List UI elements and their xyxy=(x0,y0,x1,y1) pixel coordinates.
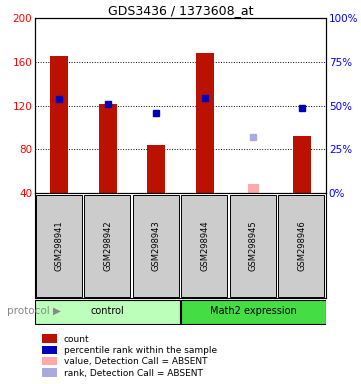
Text: percentile rank within the sample: percentile rank within the sample xyxy=(64,346,217,355)
Bar xyxy=(278,195,324,297)
Bar xyxy=(42,368,57,377)
Bar xyxy=(42,357,57,365)
Bar xyxy=(35,300,180,324)
Bar xyxy=(182,195,227,297)
Bar xyxy=(84,195,130,297)
Bar xyxy=(42,334,57,343)
Bar xyxy=(147,145,165,193)
Text: control: control xyxy=(91,306,125,316)
Text: rank, Detection Call = ABSENT: rank, Detection Call = ABSENT xyxy=(64,369,203,377)
Text: GSM298943: GSM298943 xyxy=(152,220,161,271)
Bar xyxy=(36,195,82,297)
Bar xyxy=(50,56,69,193)
Title: GDS3436 / 1373608_at: GDS3436 / 1373608_at xyxy=(108,4,253,17)
Bar xyxy=(181,300,326,324)
Bar xyxy=(99,104,117,193)
Text: GSM298941: GSM298941 xyxy=(55,220,64,271)
Bar xyxy=(42,346,57,354)
Bar xyxy=(133,195,179,297)
Text: count: count xyxy=(64,334,90,344)
Text: Math2 expression: Math2 expression xyxy=(210,306,297,316)
Text: protocol ▶: protocol ▶ xyxy=(7,306,61,316)
Text: GSM298942: GSM298942 xyxy=(103,220,112,271)
Text: GSM298946: GSM298946 xyxy=(297,220,306,271)
Bar xyxy=(292,136,311,193)
Text: GSM298945: GSM298945 xyxy=(249,220,258,271)
Text: GSM298944: GSM298944 xyxy=(200,220,209,271)
Text: value, Detection Call = ABSENT: value, Detection Call = ABSENT xyxy=(64,357,207,366)
Bar xyxy=(248,184,258,193)
Bar xyxy=(196,53,214,193)
Bar xyxy=(230,195,275,297)
